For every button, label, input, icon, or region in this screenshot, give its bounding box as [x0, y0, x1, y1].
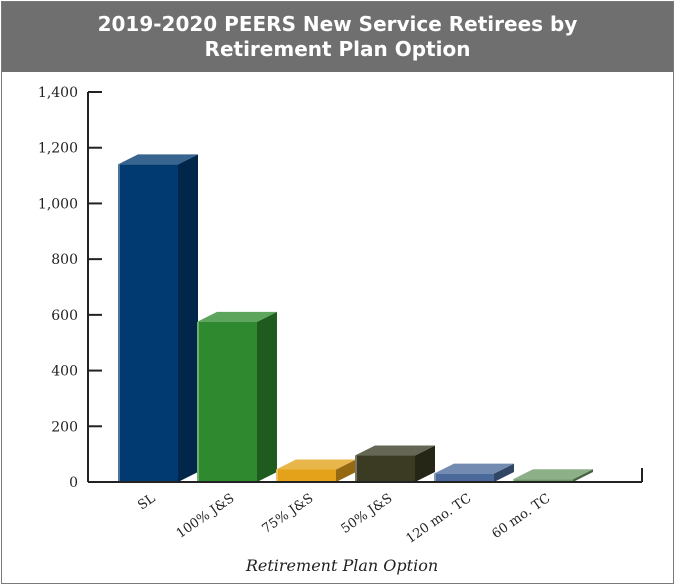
- bar-top: [118, 154, 198, 165]
- bar-side: [494, 463, 514, 482]
- y-tick-label: 0: [69, 475, 78, 491]
- bar-side: [257, 311, 277, 482]
- bar-side: [178, 154, 198, 482]
- y-tick-label: 600: [51, 308, 78, 324]
- bar: [118, 154, 198, 482]
- y-tick-label: 1,200: [38, 141, 78, 157]
- chart-title-line-1: 2019-2020 PEERS New Service Retirees by: [97, 12, 578, 36]
- bars: [118, 154, 593, 482]
- bar: [355, 445, 435, 482]
- bar-top: [355, 445, 435, 456]
- x-axis-title: Retirement Plan Option: [245, 556, 438, 575]
- bar: [434, 463, 514, 482]
- bar-side: [336, 459, 356, 482]
- bar-front: [513, 479, 573, 482]
- bar-top: [197, 311, 277, 322]
- bar-front: [355, 455, 415, 482]
- bar: [197, 311, 277, 482]
- y-tick-label: 1,400: [38, 85, 78, 101]
- y-tick-label: 800: [51, 252, 78, 268]
- y-axis: 0 200 400 800 600 1,000 1,200 1,400: [38, 85, 102, 491]
- x-tick-label: 100% J&S: [174, 491, 237, 542]
- x-tick-label: SL: [135, 491, 158, 514]
- bar-top: [434, 463, 514, 474]
- bar-side: [415, 445, 435, 482]
- bar-front: [118, 164, 178, 482]
- x-tick-label: 60 mo. TC: [489, 491, 553, 542]
- y-tick-label: 400: [51, 364, 78, 380]
- y-tick-label: 1,000: [38, 196, 78, 212]
- chart-title-line-2: Retirement Plan Option: [204, 37, 471, 61]
- bar-front: [197, 321, 257, 482]
- bar-side: [573, 469, 593, 482]
- bar: [276, 459, 356, 482]
- bar-top: [276, 459, 356, 470]
- y-tick-label: 200: [51, 419, 78, 435]
- x-tick-label: 50% J&S: [339, 491, 396, 537]
- x-tick-label: 120 mo. TC: [404, 491, 475, 547]
- bar-top: [513, 469, 593, 480]
- bar-front: [276, 469, 336, 482]
- chart-title: 2019-2020 PEERS New Service Retirees by …: [2, 2, 673, 72]
- bar-front: [434, 473, 494, 482]
- bar: [513, 469, 593, 482]
- x-tick-label: 75% J&S: [260, 491, 317, 537]
